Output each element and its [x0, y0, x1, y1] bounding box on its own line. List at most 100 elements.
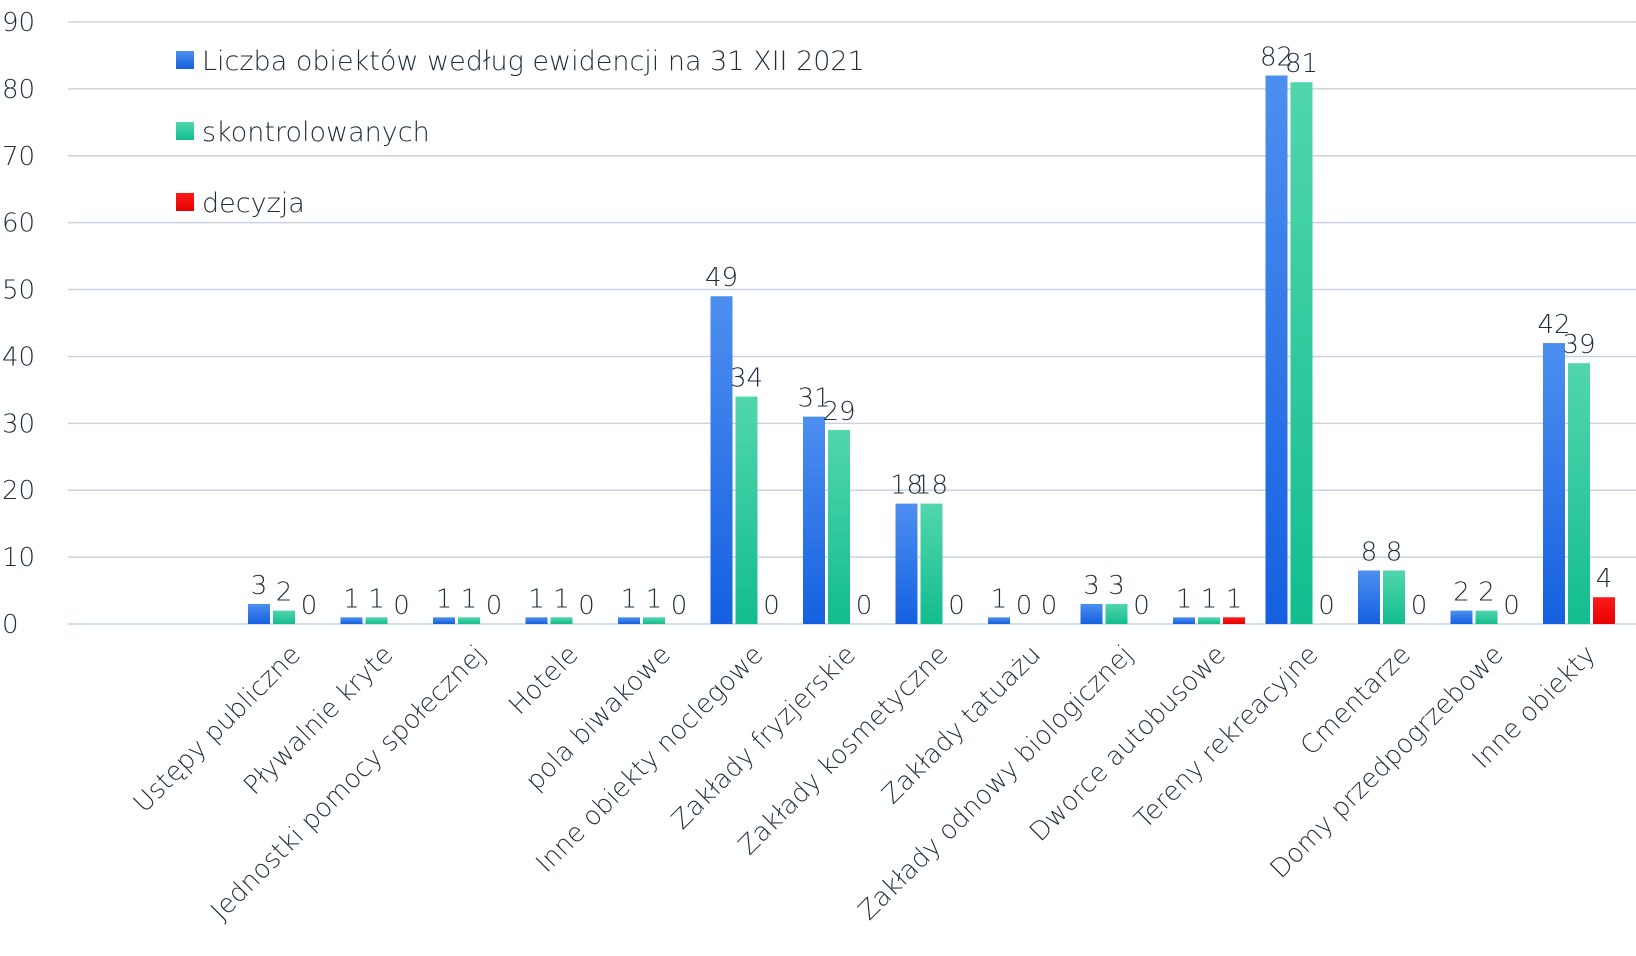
bar: [1173, 617, 1195, 624]
y-tick-label: 10: [2, 543, 35, 573]
legend-label: decyzja: [202, 188, 305, 219]
data-label: 8: [1386, 537, 1403, 567]
data-label: 81: [1285, 49, 1318, 79]
bar: [1223, 617, 1245, 624]
data-label: 0: [1016, 591, 1033, 621]
data-label: 2: [1478, 578, 1495, 608]
bar: [735, 396, 758, 624]
data-label: 39: [1562, 330, 1595, 360]
data-label: 1: [646, 584, 663, 614]
bar: [803, 416, 825, 624]
data-label: 0: [393, 591, 410, 621]
y-tick-label: 50: [2, 276, 35, 306]
data-label: 1: [553, 584, 570, 614]
data-label: 1: [343, 584, 360, 614]
bar: [340, 617, 363, 624]
category-label: Zakłady fryzjerskie: [666, 640, 862, 836]
data-label: 4: [1596, 564, 1613, 594]
data-label: 82: [1260, 43, 1293, 73]
data-label: 49: [705, 263, 738, 293]
gridlines: [68, 21, 1636, 625]
bar: [618, 617, 640, 624]
legend-label: Liczba obiektów według ewidencji na 31 X…: [202, 46, 865, 77]
y-tick-label: 60: [2, 209, 35, 239]
bar: [1358, 570, 1380, 624]
bar: [1383, 570, 1405, 624]
data-label: 3: [1083, 571, 1100, 601]
bar: [895, 503, 918, 624]
data-label: 1: [1201, 584, 1218, 614]
y-tick-label: 90: [2, 8, 35, 38]
bar: [988, 617, 1010, 624]
y-tick-label: 80: [2, 75, 35, 105]
data-label: 0: [763, 591, 780, 621]
bar: [458, 617, 480, 624]
data-label: 0: [1503, 591, 1520, 621]
y-axis-tick-labels: 0 10 20 30 40 50 60 70 80 90: [2, 8, 35, 640]
data-label: 1: [528, 584, 545, 614]
data-label: 0: [671, 591, 688, 621]
data-label: 2: [1453, 578, 1470, 608]
data-label: 18: [890, 471, 923, 501]
category-label: Ustępy publiczne: [128, 640, 307, 819]
bar: [1080, 603, 1103, 624]
data-label: 1: [461, 584, 478, 614]
bar: [1475, 610, 1498, 624]
data-label: 3: [1108, 571, 1125, 601]
legend-swatch: [176, 193, 194, 211]
data-label: 1: [1226, 584, 1243, 614]
legend-label: skontrolowanych: [202, 117, 430, 148]
bar: [1568, 363, 1590, 624]
data-label: 0: [578, 591, 595, 621]
data-label: 1: [368, 584, 385, 614]
data-label: 42: [1537, 310, 1570, 340]
bar: [273, 610, 295, 624]
y-tick-label: 40: [2, 342, 35, 372]
data-label: 0: [1041, 591, 1058, 621]
bar: [525, 617, 548, 624]
bar: [1105, 603, 1128, 624]
y-tick-label: 70: [2, 142, 35, 172]
bar: [1543, 343, 1565, 624]
bar: [1593, 597, 1615, 624]
legend-swatch: [176, 51, 194, 69]
data-label: 1: [991, 584, 1008, 614]
data-label: 31: [797, 384, 830, 414]
bar: [1198, 617, 1220, 624]
bar: [1450, 610, 1473, 624]
bar: [433, 617, 455, 624]
bar: [828, 430, 850, 624]
data-label: 0: [301, 591, 318, 621]
legend-swatch: [176, 122, 194, 140]
data-label: 0: [856, 591, 873, 621]
bar: [365, 617, 388, 624]
data-label: 1: [1176, 584, 1193, 614]
y-tick-label: 30: [2, 409, 35, 439]
data-label: 0: [1133, 591, 1150, 621]
bar: [710, 296, 733, 624]
bar: [643, 617, 665, 624]
bar: [1290, 82, 1313, 624]
y-tick-label: 0: [2, 610, 19, 640]
category-label: Hotele: [503, 640, 584, 721]
data-label: 8: [1361, 537, 1378, 567]
data-label: 18: [915, 471, 948, 501]
category-label: Zakłady tatuażu: [876, 640, 1047, 811]
data-label: 1: [436, 584, 453, 614]
bars: [248, 75, 1615, 624]
data-label: 0: [486, 591, 503, 621]
data-label: 1: [621, 584, 638, 614]
data-label: 0: [1411, 591, 1428, 621]
data-label: 29: [822, 397, 855, 427]
bar: [920, 503, 943, 624]
data-label: 2: [276, 578, 293, 608]
data-label: 3: [251, 571, 268, 601]
data-label: 34: [730, 364, 763, 394]
data-label: 0: [1318, 591, 1335, 621]
category-label: Tereny rekreacyjne: [1129, 640, 1324, 835]
data-label: 0: [948, 591, 965, 621]
legend: Liczba obiektów według ewidencji na 31 X…: [176, 46, 865, 219]
